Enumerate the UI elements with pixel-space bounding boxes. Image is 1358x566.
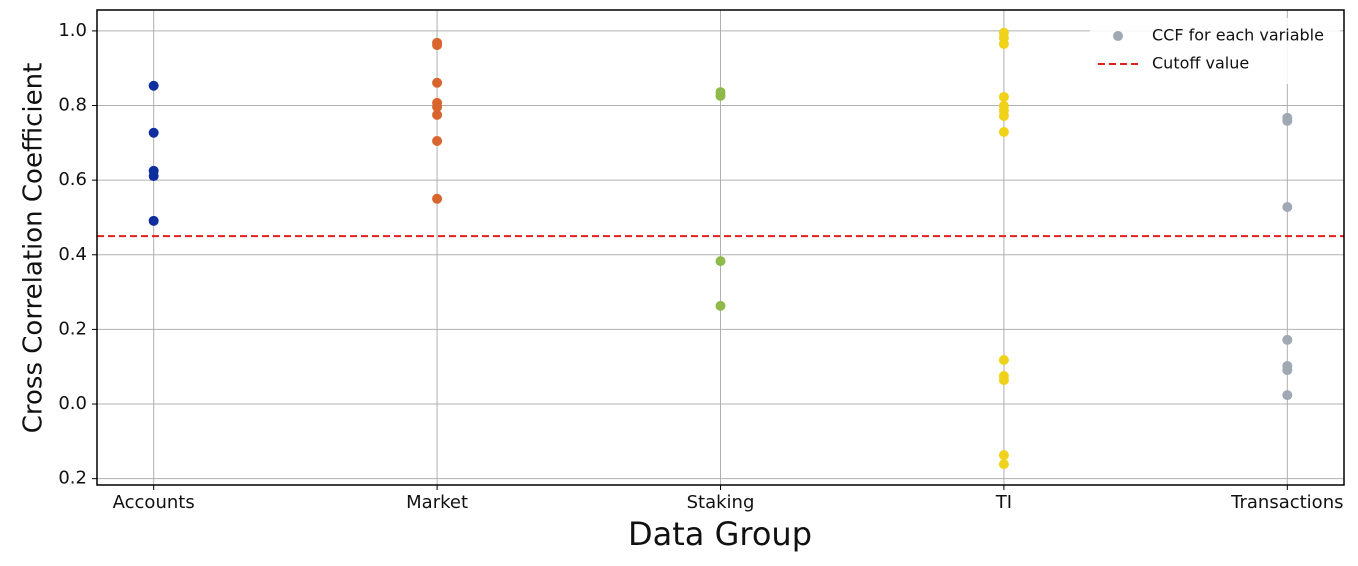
legend-marker	[1113, 31, 1123, 41]
point	[148, 80, 159, 91]
y-tick-label: 1.0	[58, 20, 87, 41]
y-tick-label: 0.0	[58, 393, 87, 414]
point	[432, 102, 443, 113]
x-tick-label: Staking	[687, 492, 755, 513]
x-tick-label: TI	[995, 492, 1012, 513]
point	[148, 215, 159, 226]
point	[432, 77, 443, 88]
point	[432, 135, 443, 146]
legend-box	[1090, 18, 1340, 84]
legend-label: Cutoff value	[1152, 54, 1249, 73]
point	[1282, 202, 1293, 213]
point	[998, 127, 1009, 138]
point	[432, 40, 443, 51]
point	[998, 91, 1009, 102]
x-tick-label: Market	[406, 492, 468, 513]
point	[998, 110, 1009, 121]
point	[998, 38, 1009, 49]
point	[715, 256, 726, 267]
point	[1282, 334, 1293, 345]
point	[715, 90, 726, 101]
point	[998, 355, 1009, 365]
point	[148, 171, 159, 182]
y-tick-label: 0.2	[58, 318, 87, 339]
x-tick-label: Accounts	[113, 492, 195, 513]
point	[1282, 390, 1293, 401]
legend-label: CCF for each variable	[1152, 26, 1324, 45]
y-tick-label: 0.8	[58, 95, 87, 116]
point	[432, 109, 443, 120]
y-tick-label: 0.2	[58, 468, 87, 489]
point	[1282, 365, 1293, 376]
point	[998, 459, 1009, 470]
point	[715, 300, 726, 311]
y-axis-label: Cross Correlation Coefficient	[19, 63, 49, 434]
x-axis-label: Data Group	[628, 515, 812, 553]
y-tick-label: 0.6	[58, 169, 87, 190]
point	[148, 127, 159, 138]
point	[998, 450, 1009, 461]
x-tick-label: Transactions	[1230, 492, 1343, 513]
plot-frame	[96, 9, 1345, 486]
point	[432, 193, 443, 204]
point	[1282, 115, 1293, 126]
y-tick-label: 0.4	[58, 244, 87, 265]
legend: CCF for each variable Cutoff value	[1090, 18, 1340, 84]
point	[998, 375, 1009, 386]
